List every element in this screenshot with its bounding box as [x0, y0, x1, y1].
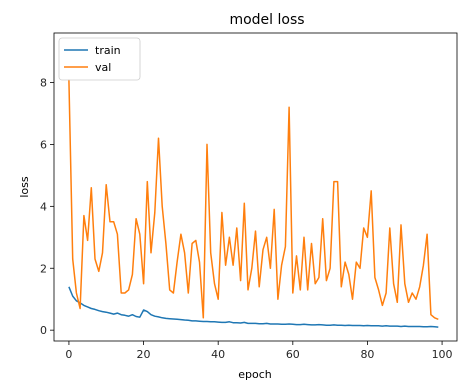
legend-label-val: val	[95, 61, 111, 74]
y-tick-label: 0	[40, 324, 47, 337]
x-axis: 0 20 40 60 80 100	[65, 341, 453, 361]
plot-area	[53, 32, 458, 342]
chart-title: model loss	[229, 12, 304, 28]
y-tick-label: 4	[40, 200, 47, 213]
x-tick-label: 100	[432, 348, 453, 361]
x-tick-label: 0	[65, 348, 72, 361]
legend: train val	[58, 37, 141, 81]
y-axis-label: loss	[18, 176, 31, 198]
series-layer	[68, 79, 439, 328]
series-line-train	[68, 286, 439, 328]
series-line-val	[68, 79, 439, 320]
x-tick-label: 40	[211, 348, 225, 361]
y-tick-label: 8	[40, 77, 47, 90]
y-axis: 0 2 4 6 8	[40, 77, 54, 337]
x-tick-label: 60	[286, 348, 300, 361]
plot-frame	[53, 32, 458, 342]
x-axis-label: epoch	[238, 368, 272, 381]
x-tick-label: 20	[137, 348, 151, 361]
x-tick-label: 80	[360, 348, 374, 361]
y-tick-label: 2	[40, 262, 47, 275]
legend-box	[58, 37, 141, 81]
legend-label-train: train	[95, 44, 121, 57]
y-tick-label: 6	[40, 138, 47, 151]
